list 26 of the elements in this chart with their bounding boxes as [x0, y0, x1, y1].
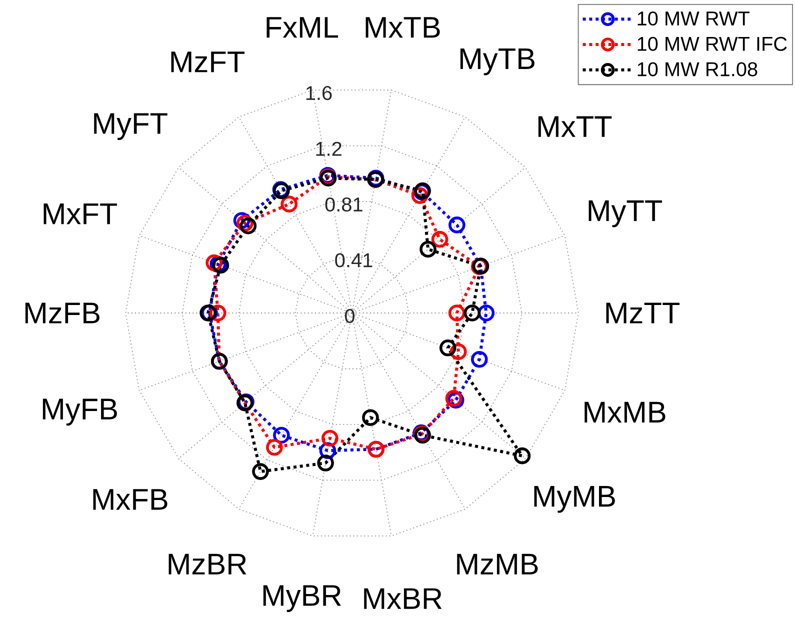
- spoke-label: MxBR: [364, 588, 442, 609]
- spoke-label: MyTB: [460, 48, 534, 76]
- y-tick-label: 0: [344, 308, 354, 324]
- spoke-label: FxML: [266, 17, 338, 38]
- spoke-label: MxTT: [538, 116, 612, 137]
- spoke-label: MxFT: [44, 204, 117, 224]
- legend-label: 10 MW RWT IFC: [638, 36, 787, 51]
- spoke-label: MyTT: [588, 200, 662, 228]
- spoke-label: MxTB: [366, 17, 440, 38]
- legend-label: 10 MW R1.08: [638, 62, 758, 76]
- y-tick-label: 0.81: [325, 197, 362, 212]
- spoke-label: MxFB: [93, 489, 168, 510]
- y-tick-label: 1.6: [306, 86, 332, 100]
- y-tick-label: 1.2: [316, 142, 342, 156]
- spoke-label: MxMB: [584, 402, 666, 422]
- y-tick-label: 0.41: [335, 253, 372, 268]
- spoke-label: MyMB: [534, 486, 615, 513]
- spoke-label: MzMB: [457, 554, 538, 574]
- spoke-label: MzBR: [168, 554, 246, 574]
- spoke-label: MyFB: [42, 398, 117, 426]
- spoke-label: MyFT: [94, 113, 168, 140]
- spoke-label: MzFT: [171, 52, 245, 72]
- spoke-label: MzTT: [606, 302, 680, 324]
- legend-label: 10 MW RWT: [638, 11, 750, 26]
- spoke-label: MzFB: [25, 302, 100, 324]
- spoke-label: MyBR: [263, 585, 341, 612]
